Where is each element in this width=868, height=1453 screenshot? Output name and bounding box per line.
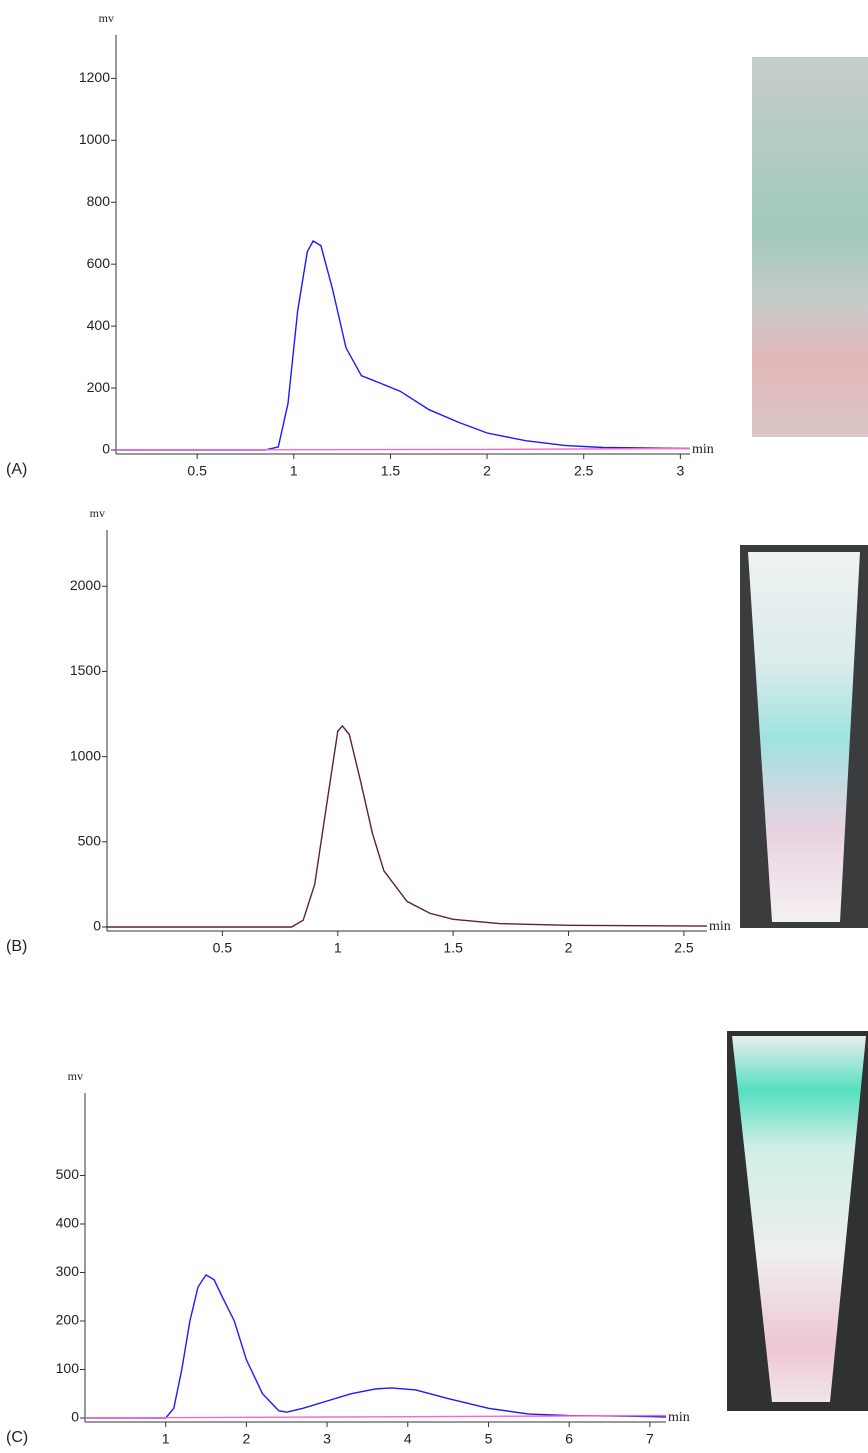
y-tick-label: 1000 [70, 747, 101, 763]
x-tick-label: 1 [290, 463, 298, 479]
panel-label: (A) [6, 461, 27, 478]
y-tick-label: 0 [71, 1409, 79, 1425]
y-tick-label: 500 [78, 833, 102, 849]
x-tick-label: 6 [565, 1431, 573, 1447]
data-line [116, 240, 691, 451]
x-tick-label: 5 [485, 1431, 493, 1447]
y-tick-label: 400 [56, 1215, 80, 1231]
x-tick-label: 3 [676, 463, 684, 479]
x-tick-label: 0.5 [213, 940, 233, 956]
y-tick-label: 0 [102, 441, 110, 457]
photo-a [752, 57, 868, 437]
x-tick-label: 1 [162, 1431, 170, 1447]
x-tick-label: 4 [404, 1431, 412, 1447]
x-tick-label: 2.5 [574, 463, 594, 479]
y-tick-label: 1500 [70, 662, 101, 678]
y-axis-label: mv [68, 1069, 83, 1083]
x-tick-label: 0.5 [187, 463, 207, 479]
panel-label: (B) [6, 938, 27, 955]
y-tick-label: 300 [56, 1263, 80, 1279]
x-tick-label: 3 [323, 1431, 331, 1447]
y-tick-label: 0 [93, 918, 101, 934]
y-tick-label: 100 [56, 1360, 80, 1376]
data-line [85, 1273, 667, 1419]
x-axis-label: min [668, 1410, 690, 1425]
y-tick-label: 1000 [79, 131, 110, 147]
y-tick-label: 200 [56, 1312, 80, 1328]
y-axis-label: mv [90, 506, 105, 520]
panel-label: (C) [6, 1429, 28, 1446]
data-line [107, 724, 708, 928]
x-tick-label: 1.5 [381, 463, 401, 479]
x-tick-label: 7 [646, 1431, 654, 1447]
x-tick-label: 2 [483, 463, 491, 479]
y-tick-label: 800 [87, 193, 111, 209]
y-tick-label: 2000 [70, 577, 101, 593]
y-tick-label: 1200 [79, 69, 110, 85]
x-tick-label: 1.5 [443, 940, 463, 956]
photo-b [740, 545, 868, 928]
y-tick-label: 200 [87, 379, 111, 395]
y-tick-label: 500 [56, 1166, 80, 1182]
y-tick-label: 600 [87, 255, 111, 271]
data-line [115, 447, 691, 451]
x-axis-label: min [709, 919, 731, 934]
y-axis-label: mv [99, 11, 114, 25]
y-tick-label: 400 [87, 317, 111, 333]
x-tick-label: 2 [565, 940, 573, 956]
x-tick-label: 2 [242, 1431, 250, 1447]
x-axis-label: min [692, 442, 714, 457]
x-tick-label: 1 [334, 940, 342, 956]
photo-c [727, 1031, 868, 1411]
x-tick-label: 2.5 [674, 940, 694, 956]
data-line [84, 1414, 667, 1419]
